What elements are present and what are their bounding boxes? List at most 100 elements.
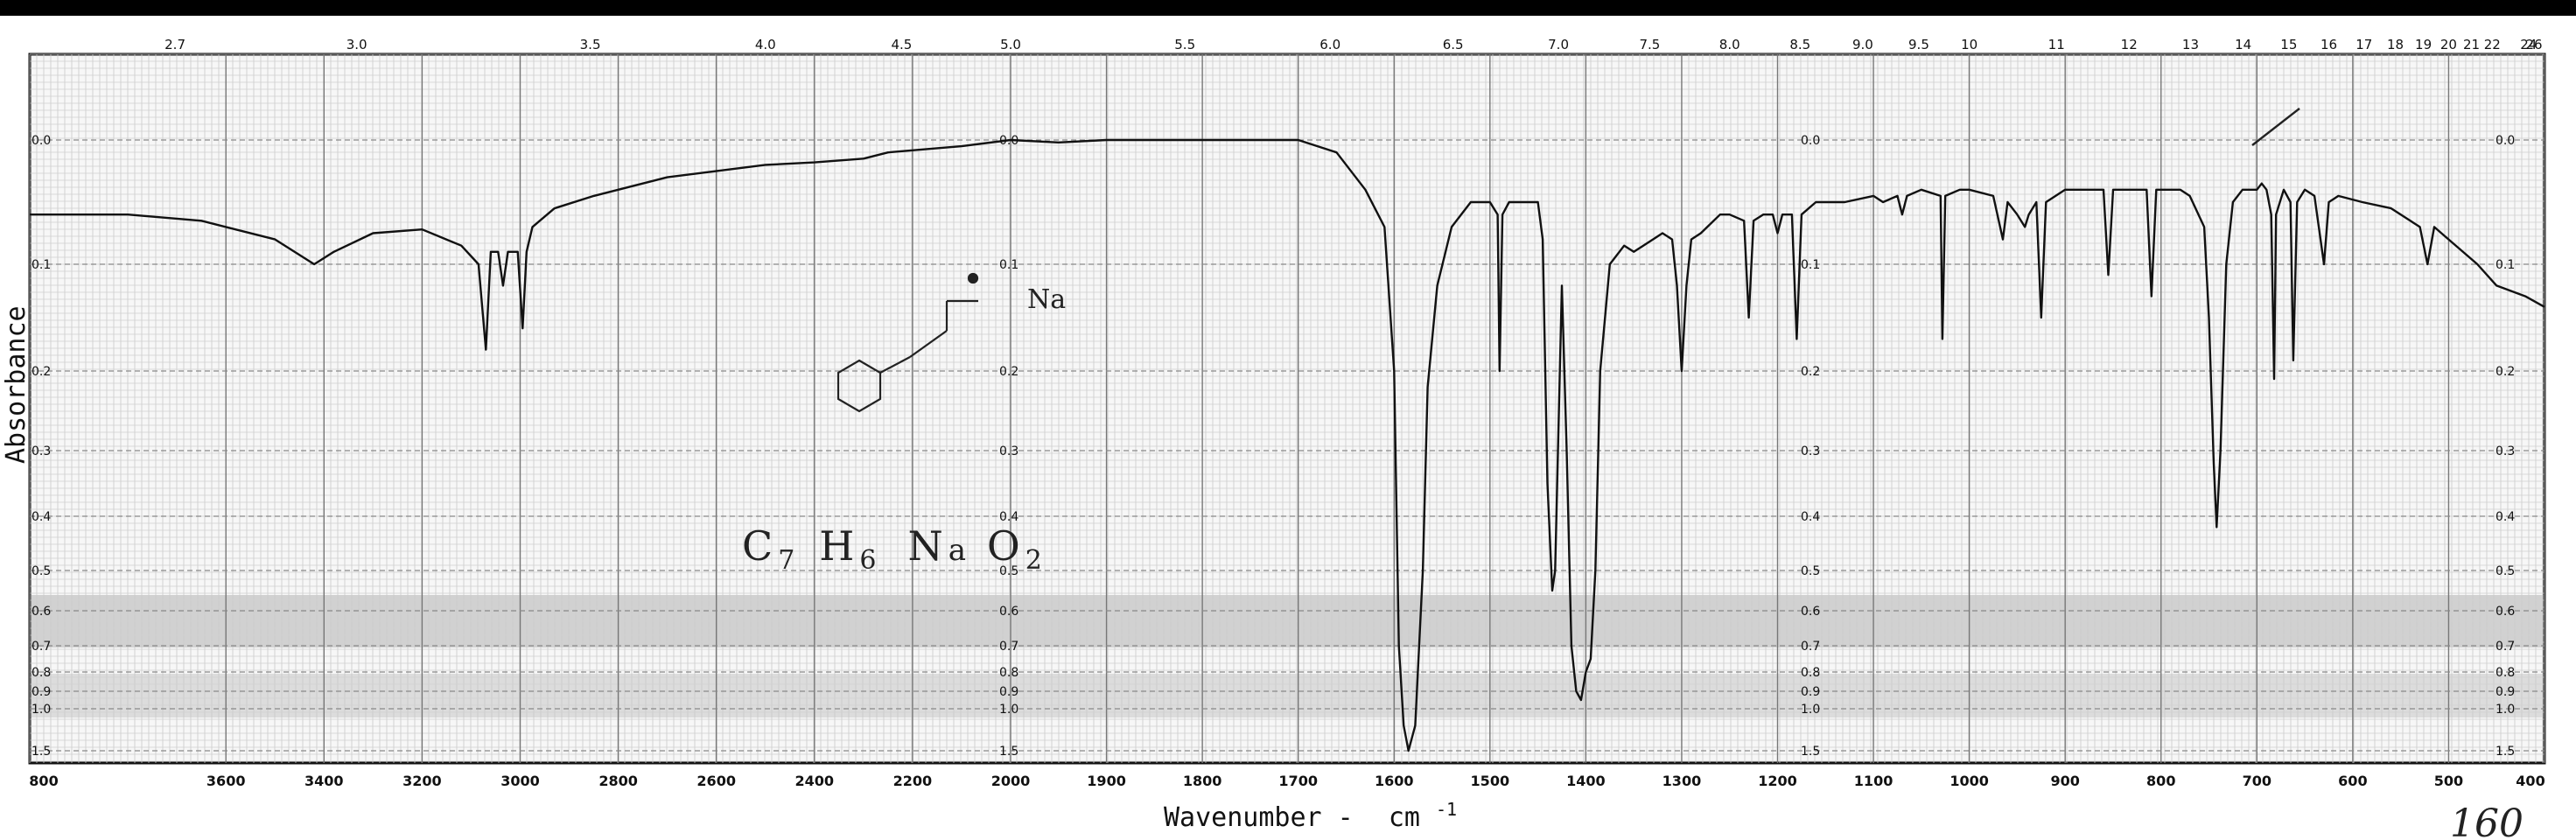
top-tick-label: 21 (2463, 37, 2480, 52)
sodium-label: Na (1027, 284, 1066, 315)
absorbance-tick-label: 0.5 (32, 564, 51, 578)
x-tick-label: 2800 (598, 773, 638, 789)
absorbance-tick-label: 0.6 (999, 605, 1018, 619)
x-tick-label: 600 (2338, 773, 2367, 789)
absorbance-tick-label: 0.3 (2496, 444, 2515, 458)
absorbance-tick-label: 0.7 (32, 640, 51, 654)
oxygen-atom-dot (967, 272, 979, 284)
top-tick-label: 17 (2356, 37, 2372, 52)
absorbance-tick-label: 0.9 (2496, 685, 2515, 699)
absorbance-tick-label: 0.9 (32, 685, 51, 699)
absorbance-tick-label: 0.6 (32, 605, 51, 619)
x-tick-label: 900 (2050, 773, 2079, 789)
top-tick-label: 4.0 (755, 37, 776, 52)
x-tick-label: 1100 (1854, 773, 1894, 789)
x-tick-label: 2200 (893, 773, 933, 789)
top-tick-label: 7.0 (1548, 37, 1569, 52)
x-tick-label: 3200 (402, 773, 442, 789)
x-tick-label: 700 (2243, 773, 2272, 789)
absorbance-tick-label: 1.5 (32, 745, 51, 759)
top-tick-label: 5.0 (1000, 37, 1021, 52)
top-tick-label: 10 (1961, 37, 1978, 52)
top-tick-label: 18 (2387, 37, 2404, 52)
top-tick-label: 2.7 (164, 37, 186, 52)
absorbance-tick-label: 0.3 (1801, 444, 1820, 458)
absorbance-tick-label: 0.3 (32, 444, 51, 458)
x-tick-label: 3600 (206, 773, 246, 789)
top-tick-label: 16 (2320, 37, 2337, 52)
absorbance-tick-label: 0.8 (32, 666, 51, 680)
x-tick-label: 800 (2146, 773, 2175, 789)
absorbance-tick-label: 0.1 (2496, 258, 2515, 272)
x-tick-label: 1600 (1375, 773, 1414, 789)
absorbance-tick-label: 0.8 (2496, 666, 2515, 680)
bottom-wavenumber-axis: 800 3600 3400 3200 3000 2800 2600 2400 2200 2000 1… (29, 773, 2544, 789)
grid-major (29, 54, 2545, 763)
absorbance-tick-label: 0.7 (999, 640, 1018, 654)
spectrum-series-line (30, 138, 2545, 752)
absorbance-tick-label: 0.2 (2496, 365, 2515, 379)
absorbance-tick-label: 0.1 (999, 258, 1018, 272)
top-tick-label: 12 (2121, 37, 2138, 52)
x-tick-label: 800 (29, 773, 58, 789)
absorbance-tick-label: 0.6 (2496, 605, 2515, 619)
absorbance-tick-label: 1.0 (999, 703, 1018, 717)
top-tick-label: 3.5 (580, 37, 601, 52)
absorbance-tick-label: 0.3 (999, 444, 1018, 458)
absorbance-tick-label: 1.5 (999, 745, 1018, 759)
x-tick-label: 500 (2434, 773, 2463, 789)
formula-annotation: C7 H6 Na O2 (742, 522, 1047, 576)
top-tick-label: 9.5 (1908, 37, 1929, 52)
absorbance-tick-label: 1.5 (1801, 745, 1820, 759)
ring-bond-drawing (879, 356, 911, 374)
top-micron-axis: 2.7 3.0 3.5 4.0 4.5 5.0 5.5 6.0 6.5 7.0 7.5 8.0 8.5 9… (164, 37, 2542, 52)
top-tick-label: 24 (2520, 37, 2537, 52)
absorbance-tick-label: 0.2 (32, 365, 51, 379)
absorbance-tick-label: 0.1 (32, 258, 51, 272)
x-tick-label: 1800 (1183, 773, 1222, 789)
absorbance-tick-label: 0.2 (1801, 365, 1820, 379)
x-tick-label: 3400 (304, 773, 344, 789)
top-tick-label: 11 (2048, 37, 2065, 52)
top-tick-label: 6.0 (1320, 37, 1340, 52)
x-tick-label: 1900 (1087, 773, 1126, 789)
absorbance-tick-label: 0.2 (999, 365, 1018, 379)
x-tick-label: 3000 (500, 773, 540, 789)
absorbance-tick-label: 0.0 (2496, 134, 2515, 148)
top-tick-label: 3.0 (346, 37, 368, 52)
absorbance-tick-label: 0.6 (1801, 605, 1820, 619)
x-tick-label: 1500 (1471, 773, 1510, 789)
absorbance-tick-label: 0.1 (1801, 258, 1820, 272)
absorbance-tick-label: 1.0 (32, 703, 51, 717)
absorbance-tick-label: 0.5 (999, 564, 1018, 578)
top-tick-label: 8.0 (1719, 37, 1740, 52)
absorbance-tick-label: 0.5 (2496, 564, 2515, 578)
top-border-band (0, 0, 2576, 16)
top-tick-label: 7.5 (1639, 37, 1660, 52)
top-tick-label: 14 (2235, 37, 2251, 52)
top-tick-label: 26 (2525, 37, 2542, 52)
absorbance-tick-label: 1.5 (2496, 745, 2515, 759)
absorbance-tick-label: 0.5 (1801, 564, 1820, 578)
x-tick-label: 400 (2516, 773, 2544, 789)
absorbance-tick-label: 0.0 (32, 134, 51, 148)
x-tick-label: 2000 (991, 773, 1031, 789)
absorbance-tick-label: 0.8 (1801, 666, 1820, 680)
top-tick-label: 6.5 (1443, 37, 1464, 52)
x-tick-label: 1200 (1758, 773, 1797, 789)
x-axis-title: Wavenumber - cm -1 (1164, 799, 1457, 833)
top-tick-label: 9.0 (1852, 37, 1873, 52)
absorbance-tick-label: 0.7 (1801, 640, 1820, 654)
y-axis-title: Absorbance (1, 305, 32, 464)
x-tick-label: 1700 (1278, 773, 1318, 789)
x-tick-label: 1400 (1566, 773, 1606, 789)
handwritten-structure (836, 272, 979, 413)
top-tick-label: 8.5 (1789, 37, 1810, 52)
absorbance-tick-label: 0.0 (999, 134, 1018, 148)
top-tick-label: 5.5 (1174, 37, 1195, 52)
x-tick-label: 2400 (795, 773, 835, 789)
absorbance-tick-label: 0.4 (1801, 510, 1820, 524)
absorbance-tick-label: 0.0 (1801, 134, 1820, 148)
pen-stroke-mark (2251, 108, 2300, 146)
